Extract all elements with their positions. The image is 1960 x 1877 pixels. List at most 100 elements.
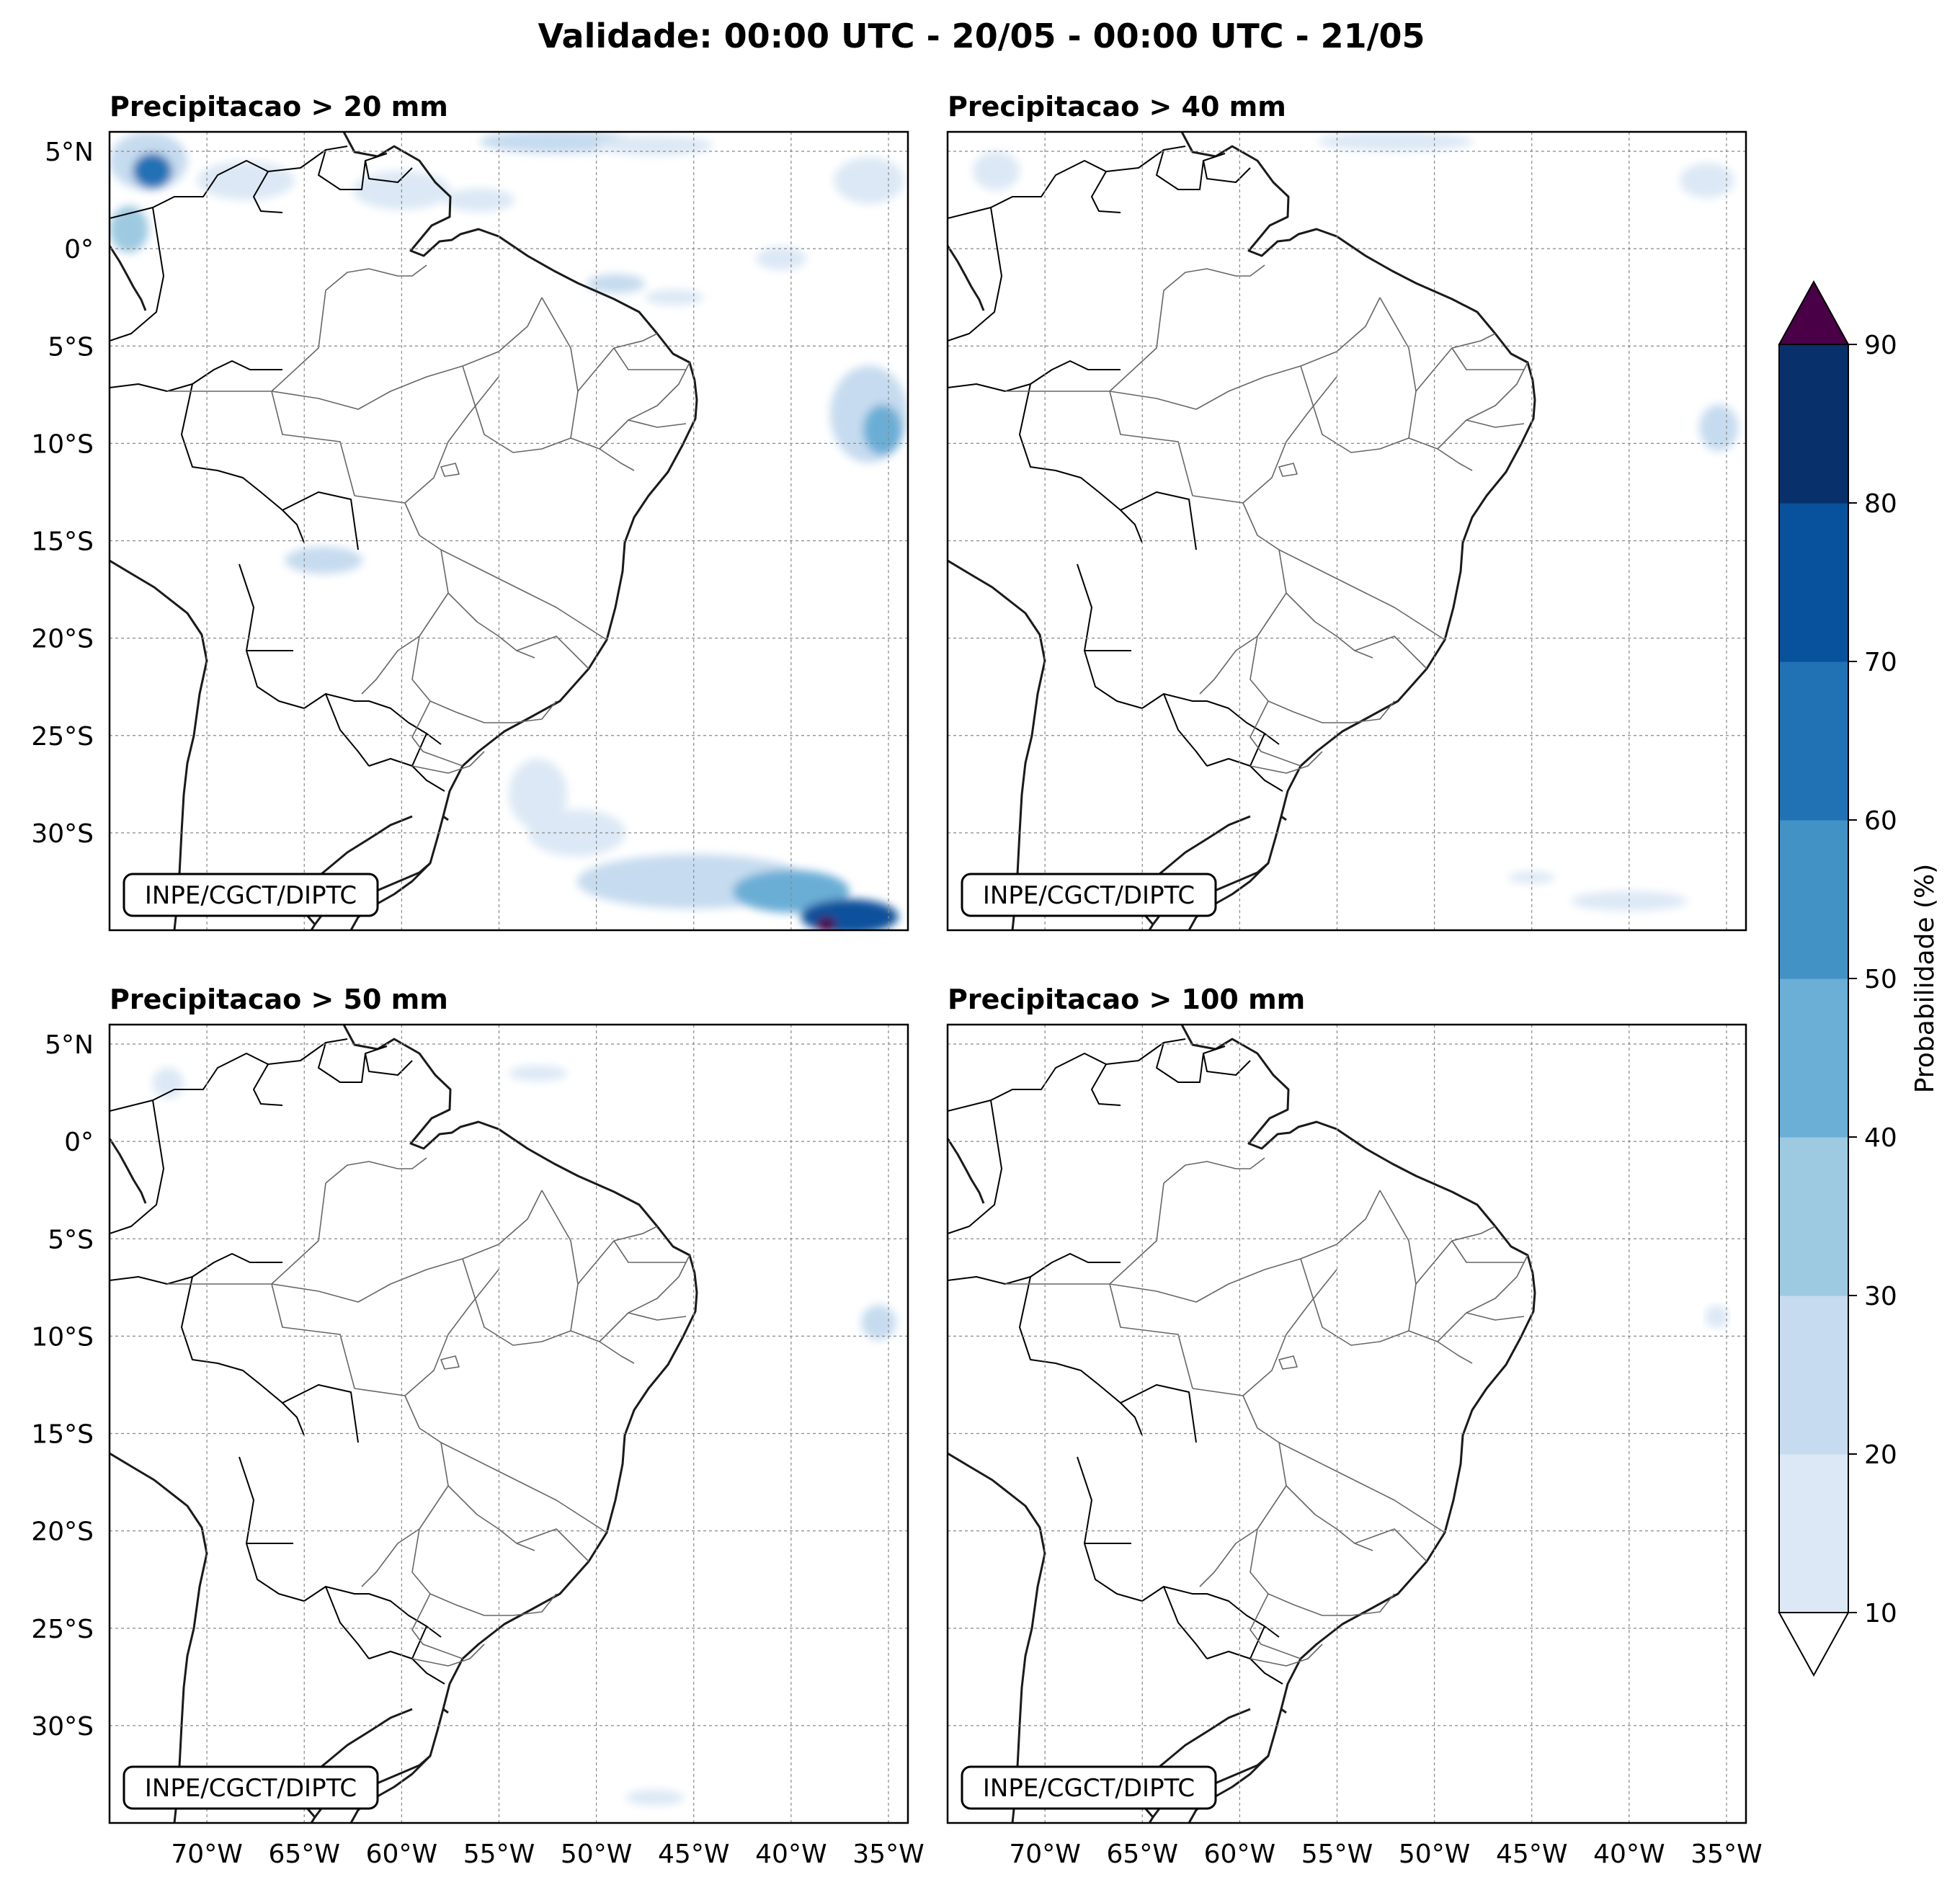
lon-tick-label: 35°W — [852, 1840, 924, 1869]
lon-tick-label: 60°W — [366, 1840, 437, 1869]
gridlines — [110, 132, 908, 930]
precip-blob — [509, 759, 568, 829]
precip-blob — [197, 161, 295, 200]
precip-blob — [479, 132, 636, 153]
map-panel-p50: Precipitacao > 50 mm INPE/CGCT/DIPTC 5°N 0°… — [31, 984, 924, 1869]
credit-frame — [122, 873, 379, 917]
colorbar-ticks: 10 20 30 40 50 60 70 80 90 — [1848, 331, 1897, 1628]
map-frame — [108, 130, 909, 932]
colorbar: 10 20 30 40 50 60 70 80 90 Probabilidade (%) — [1778, 280, 1940, 1677]
colorbar-tick-label: 80 — [1864, 489, 1897, 519]
colorbar-tick-label: 90 — [1864, 331, 1897, 360]
precip-blob — [756, 246, 807, 270]
credit-label: INPE/CGCT/DIPTC — [983, 881, 1195, 910]
precip-blob — [1705, 1305, 1729, 1329]
gridlines — [948, 132, 1746, 930]
lat-tick-label: 20°S — [31, 1517, 94, 1547]
map-panel-p40: Precipitacao > 40 mm INPE/CGCT/DIPTC — [946, 91, 1747, 932]
gridlines — [110, 1025, 908, 1823]
colorbar-bin — [1779, 503, 1848, 662]
precip-blob — [596, 135, 713, 156]
precip-field — [152, 1065, 896, 1806]
precip-blob — [110, 205, 149, 253]
precip-blob — [645, 289, 704, 306]
precip-blob — [587, 274, 646, 294]
precip-blob — [861, 1305, 896, 1340]
credit-box: INPE/CGCT/DIPTC — [122, 873, 379, 917]
figure-title: Validade: 00:00 UTC - 20/05 - 00:00 UTC … — [538, 17, 1425, 55]
lat-tick-label: 10°S — [31, 1322, 94, 1352]
panel-title: Precipitacao > 20 mm — [110, 91, 448, 122]
lat-tick-label: 15°S — [31, 527, 94, 557]
colorbar-tick-label: 50 — [1864, 965, 1897, 994]
map-content — [110, 1025, 908, 1823]
precip-blob — [1680, 163, 1734, 198]
map-panel-p100: Precipitacao > 100 mm INPE/CGCT/DIPTC 70°W… — [946, 984, 1763, 1869]
lon-tick-label: 50°W — [1399, 1840, 1470, 1869]
lon-tick-label: 50°W — [561, 1840, 632, 1869]
map-panel-p20: Precipitacao > 20 mm INPE/CGCT/DIPTC 5°N 0°… — [31, 91, 909, 932]
lon-tick-label: 55°W — [1301, 1840, 1373, 1869]
credit-label: INPE/CGCT/DIPTC — [145, 881, 357, 910]
lat-tick-label: 5°S — [48, 1225, 94, 1254]
colorbar-tick-label: 60 — [1864, 806, 1897, 836]
colorbar-bin — [1779, 661, 1848, 821]
map-content — [110, 132, 908, 930]
panel-title: Precipitacao > 40 mm — [948, 91, 1286, 122]
lon-tick-label: 65°W — [269, 1840, 340, 1869]
colorbar-bin — [1779, 344, 1848, 504]
precip-blob — [834, 157, 904, 204]
lat-tick-label: 30°S — [31, 1712, 94, 1742]
map-content — [948, 132, 1746, 930]
map-background — [948, 1025, 1746, 1823]
lat-tick-label: 15°S — [31, 1420, 94, 1450]
lat-tick-label: 20°S — [31, 625, 94, 654]
colorbar-tick-label: 70 — [1864, 648, 1897, 677]
credit-box: INPE/CGCT/DIPTC — [961, 873, 1217, 917]
lon-tick-label: 35°W — [1690, 1840, 1762, 1869]
colorbar-bin — [1779, 820, 1848, 979]
lat-tick-label: 25°S — [31, 722, 94, 752]
precip-blob — [863, 404, 902, 455]
lat-tick-label: 10°S — [31, 429, 94, 459]
lon-tick-label: 70°W — [171, 1840, 242, 1869]
colorbar-bin — [1779, 1296, 1848, 1455]
panel-title: Precipitacao > 50 mm — [110, 984, 448, 1015]
colorbar-bins — [1779, 344, 1848, 1613]
precip-blob — [732, 870, 850, 913]
credit-label: INPE/CGCT/DIPTC — [145, 1774, 357, 1803]
lon-tick-label: 65°W — [1107, 1840, 1178, 1869]
lon-tick-label: 60°W — [1204, 1840, 1275, 1869]
precip-blob — [285, 546, 363, 574]
credit-box: INPE/CGCT/DIPTC — [961, 1765, 1217, 1810]
credit-frame — [122, 1765, 379, 1810]
precip-blob — [509, 1065, 568, 1082]
lon-tick-label: 40°W — [1593, 1840, 1665, 1869]
precip-blob — [152, 1067, 184, 1099]
colorbar-over-arrow — [1778, 280, 1850, 345]
precip-blob — [973, 151, 1020, 191]
precip-blob — [444, 188, 515, 212]
precip-blob — [1699, 404, 1739, 452]
precip-field — [973, 132, 1739, 911]
lon-tick-label: 45°W — [658, 1840, 729, 1869]
colorbar-under-arrow — [1778, 1612, 1850, 1677]
lat-tick-label: 30°S — [31, 819, 94, 849]
colorbar-bin — [1779, 1137, 1848, 1296]
lat-tick-label: 5°N — [45, 138, 94, 167]
map-frame — [946, 130, 1747, 932]
map-background — [948, 132, 1746, 930]
panels-group: Precipitacao > 20 mm INPE/CGCT/DIPTC 5°N 0°… — [31, 91, 1762, 1869]
colorbar-tick-label: 10 — [1864, 1599, 1897, 1628]
colorbar-tick-label: 30 — [1864, 1282, 1897, 1311]
precip-blob — [801, 899, 899, 930]
lat-tick-label: 0° — [64, 1128, 94, 1157]
lon-tick-label: 45°W — [1496, 1840, 1567, 1869]
lon-tick-label: 55°W — [463, 1840, 535, 1869]
map-background — [110, 1025, 908, 1823]
precip-blob — [625, 1790, 685, 1806]
precip-blob — [816, 917, 837, 930]
lon-tick-label: 40°W — [755, 1840, 827, 1869]
credit-frame — [961, 873, 1217, 917]
